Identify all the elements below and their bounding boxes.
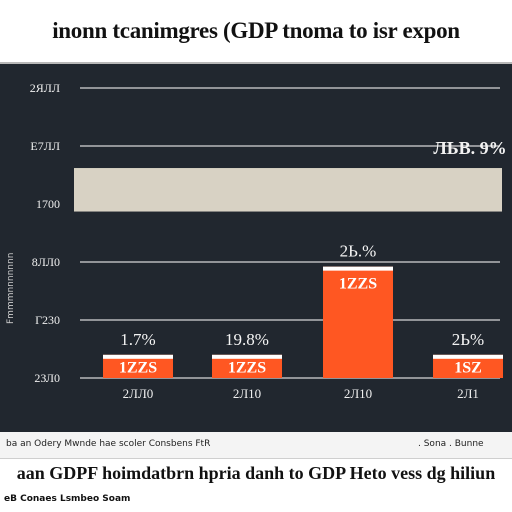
source-note: ba an Odery Mwnde hae scoler Consbens Ft… [6,439,211,449]
y-axis-label: Fmmmnnnnnnn [6,252,16,324]
y-tick-label: Е7ЛЛ [30,139,60,153]
bar-cap [212,354,282,359]
y-tick-label: Г230 [35,313,60,327]
bar-value-label: 1SZ [454,359,482,376]
bar-chart: 2ЯЛЛ Е7ЛЛ 1700 8ЛЛ0 Г230 2ЗЛ0 ЛЬВ. 9% 1ZZS 1.7% 2… [30,81,507,401]
bar [103,354,173,378]
reference-band [74,168,502,212]
bar [433,354,503,378]
y-tick-label: 2ЯЛЛ [30,81,60,95]
bar-cap [323,266,393,271]
y-tick-label: 8ЛЛ0 [32,255,60,269]
x-tick-label: 2Л10 [233,386,261,401]
source-note-right: . Sona . Bunne [418,439,484,449]
bar-value-label: 1ZZS [339,276,377,293]
bar-top-label: 2Ь.% [340,242,377,261]
x-tick-label: 2ЛЛ0 [123,386,154,401]
chart-title: inonn tcanimgres (GDP tnoma to isr expon [52,18,460,43]
bar-value-label: 1ZZS [228,359,266,376]
title-bar: inonn tcanimgres (GDP tnoma to isr expon [0,0,512,64]
y-tick-label: 2ЗЛ0 [34,371,60,385]
band-label: ЛЬВ. 9% [433,138,506,158]
y-tick-label: 1700 [36,197,60,211]
bar-top-label: 2Ь% [452,330,484,349]
chart-area: 2ЯЛЛ Е7ЛЛ 1700 8ЛЛ0 Г230 2ЗЛ0 ЛЬВ. 9% 1ZZS 1.7% 2… [0,62,512,432]
bar-value-label: 1ZZS [119,359,157,376]
bottom-strip: eB Conaes Lsmbeo Soam [0,486,512,512]
chart-caption: aan GDPF hoimdatbrn hpria danh to GDP He… [16,463,496,483]
bar-top-label: 1.7% [120,330,155,349]
bar-cap [433,354,503,359]
bar [323,266,393,378]
source-strip: ba an Odery Mwnde hae scoler Consbens Ft… [0,432,512,458]
x-tick-label: 2Л10 [344,386,372,401]
bottom-credit: eB Conaes Lsmbeo Soam [4,494,131,504]
bar-cap [103,354,173,359]
bar [212,354,282,378]
caption-bar: aan GDPF hoimdatbrn hpria danh to GDP He… [0,458,512,488]
bar-top-label: 19.8% [225,330,269,349]
x-tick-label: 2Л1 [457,386,479,401]
